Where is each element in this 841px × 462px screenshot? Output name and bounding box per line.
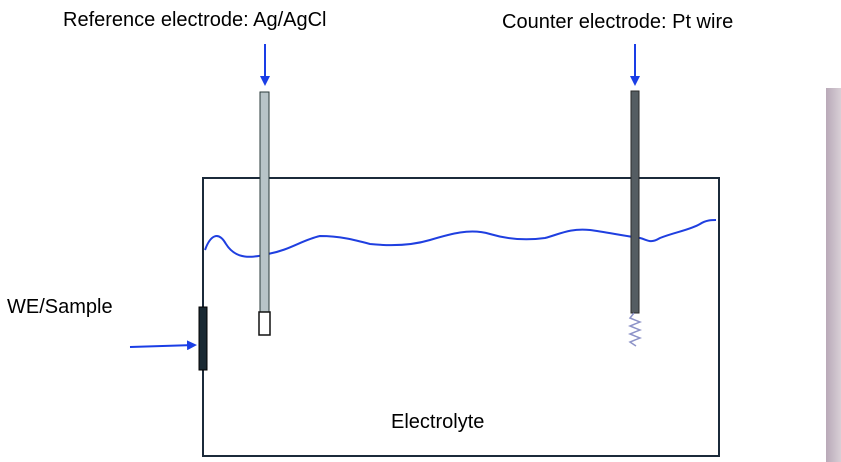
working-electrode: [198, 306, 208, 371]
pt-coil: [627, 312, 643, 347]
reference-tip: [258, 311, 271, 336]
label: Electrolyte: [391, 411, 484, 433]
label: Reference electrode: Ag/AgCl: [63, 9, 327, 31]
photo-edge: [826, 88, 841, 462]
arrow: [129, 340, 197, 351]
reference-electrode: [259, 91, 270, 313]
label: WE/Sample: [7, 296, 113, 318]
label: Counter electrode: Pt wire: [502, 11, 733, 33]
counter-electrode: [630, 90, 640, 314]
